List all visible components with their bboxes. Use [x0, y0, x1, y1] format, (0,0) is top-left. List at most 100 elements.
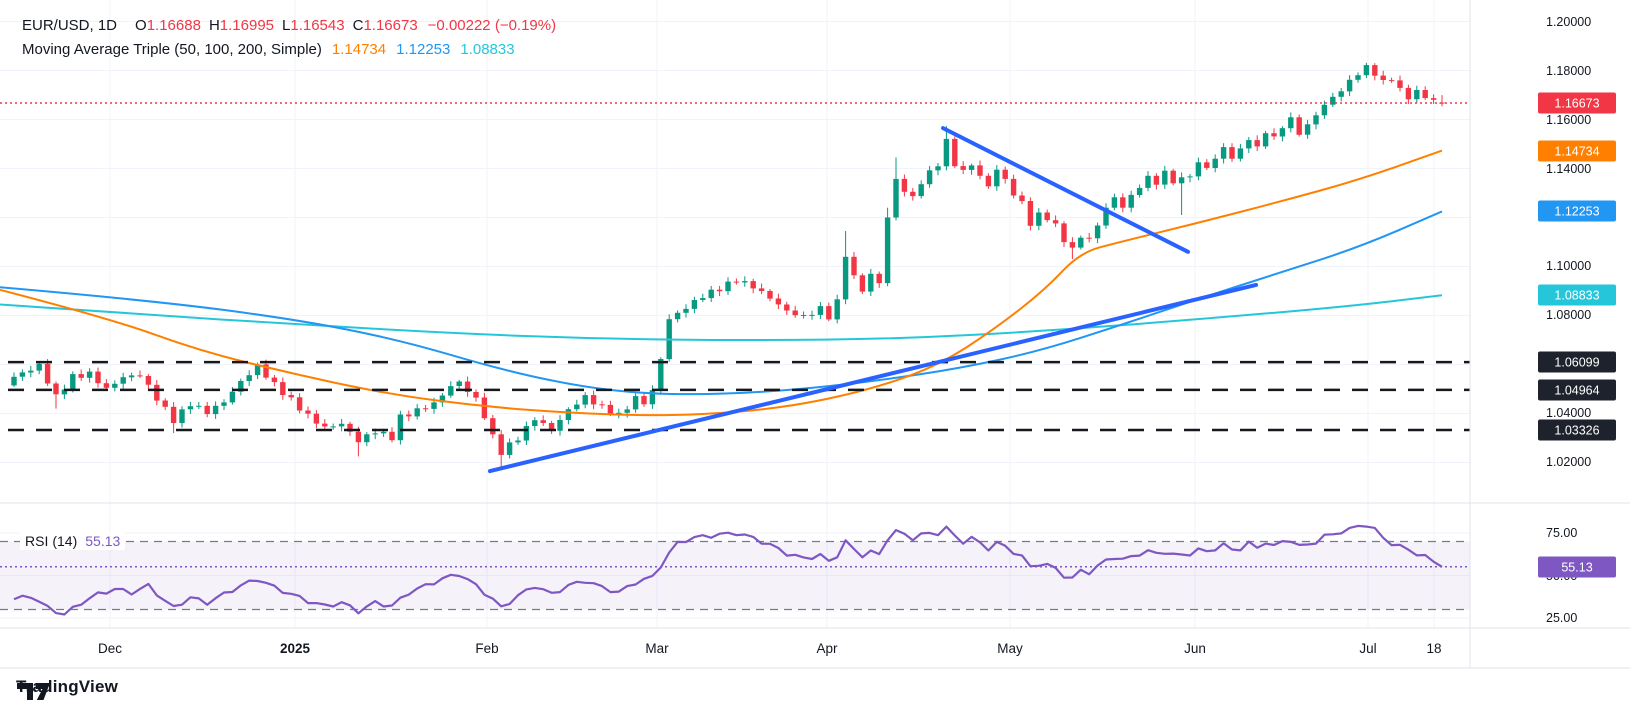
rsi-params: (14) [52, 533, 78, 549]
candle [1262, 133, 1269, 147]
price-axis-badge: 1.16673 [1538, 92, 1616, 114]
ma-line-sma-100[interactable] [0, 210, 1443, 396]
candle [162, 400, 168, 407]
candle [1094, 225, 1101, 239]
candle [758, 288, 765, 291]
candle [11, 376, 17, 386]
candle [338, 423, 345, 427]
time-axis-label-feb: Feb [475, 641, 499, 656]
candle [1405, 87, 1412, 100]
ohlc-key: C [352, 17, 364, 34]
candle [683, 308, 689, 313]
symbol-row: EUR/USD, 1D O1.16688 H1.16995 L1.16543 C1.16… [22, 14, 556, 38]
rsi-label[interactable]: RSI [25, 533, 49, 549]
candle [1212, 158, 1218, 168]
candle [464, 381, 471, 392]
candle [204, 405, 210, 415]
candle [884, 217, 891, 284]
ma-line-sma-50[interactable] [0, 149, 1443, 417]
time-axis-label-2025: 2025 [279, 641, 311, 656]
candle [506, 442, 513, 455]
candle [439, 395, 446, 403]
price-axis-badge: 1.14734 [1538, 140, 1616, 162]
candle [607, 404, 614, 415]
candle [154, 384, 160, 401]
candle [1061, 223, 1067, 243]
rsi-band [0, 541, 1470, 610]
time-axis-label-may: May [997, 641, 1023, 656]
candle [616, 412, 622, 415]
candle [1346, 79, 1353, 92]
price-axis-label: 1.02000 [1546, 455, 1592, 469]
candle [632, 396, 639, 410]
candle [170, 406, 177, 423]
candle [1313, 115, 1319, 125]
rsi-line[interactable] [13, 524, 1443, 616]
candle [985, 175, 992, 187]
candle [868, 273, 874, 292]
candle [1279, 128, 1286, 137]
time-axis-label-apr: Apr [816, 641, 838, 656]
candle [1304, 124, 1311, 135]
candle [187, 406, 194, 410]
candle [1397, 80, 1403, 88]
candle [397, 414, 404, 441]
candle [61, 389, 68, 395]
candle [1355, 75, 1361, 80]
tradingview-logo[interactable]: TradingView [16, 677, 118, 700]
price-axis-badge: 1.04964 [1538, 379, 1616, 401]
trendline-ascending-support[interactable] [488, 282, 1258, 474]
candle [246, 375, 252, 381]
candle [70, 374, 76, 390]
candle [893, 178, 899, 218]
candle [196, 405, 202, 407]
ohlc-key: L [282, 17, 291, 34]
ma-line-sma-200[interactable] [0, 294, 1443, 342]
candle [960, 166, 966, 170]
candle [809, 314, 815, 316]
candle [557, 420, 563, 431]
candle [834, 299, 840, 320]
candle [372, 433, 378, 435]
candle [422, 408, 429, 410]
candle [716, 289, 723, 292]
time-axis-label-18: 18 [1426, 641, 1442, 656]
candle [355, 431, 362, 443]
candle [36, 363, 42, 371]
candle [590, 395, 597, 405]
candle [952, 138, 958, 167]
candle [212, 405, 219, 415]
candle [691, 300, 698, 309]
candle [288, 395, 294, 398]
candle [826, 306, 832, 320]
candle [313, 413, 320, 424]
price-axis-label: 1.10000 [1546, 259, 1592, 273]
candle [792, 310, 798, 316]
candle [817, 306, 824, 315]
candle [263, 364, 269, 378]
time-axis-label-jul: Jul [1359, 641, 1377, 656]
rsi-legend: RSI (14) 55.13 [20, 532, 126, 550]
candle [120, 377, 126, 384]
candle [112, 383, 118, 388]
candle [448, 386, 454, 396]
indicator-title[interactable]: Moving Average Triple (50, 100, 200, Sim… [22, 41, 322, 58]
candle [1220, 147, 1227, 159]
candle [943, 138, 950, 167]
candle [859, 275, 866, 292]
trendline-descending-resistance[interactable] [941, 126, 1190, 254]
candle [330, 426, 336, 428]
symbol-title[interactable]: EUR/USD, 1D [22, 17, 118, 34]
candle [1103, 207, 1109, 226]
candle [1036, 212, 1042, 226]
ohlc-values: O1.16688 H1.16995 L1.16543 C1.16673 [127, 17, 418, 34]
candlestick-series [11, 62, 1445, 468]
time-axis-label-mar: Mar [645, 641, 669, 656]
candle [414, 408, 420, 417]
candle [574, 404, 580, 410]
ohlc-key: O [135, 17, 147, 34]
candle [540, 420, 546, 423]
candle [406, 414, 412, 417]
